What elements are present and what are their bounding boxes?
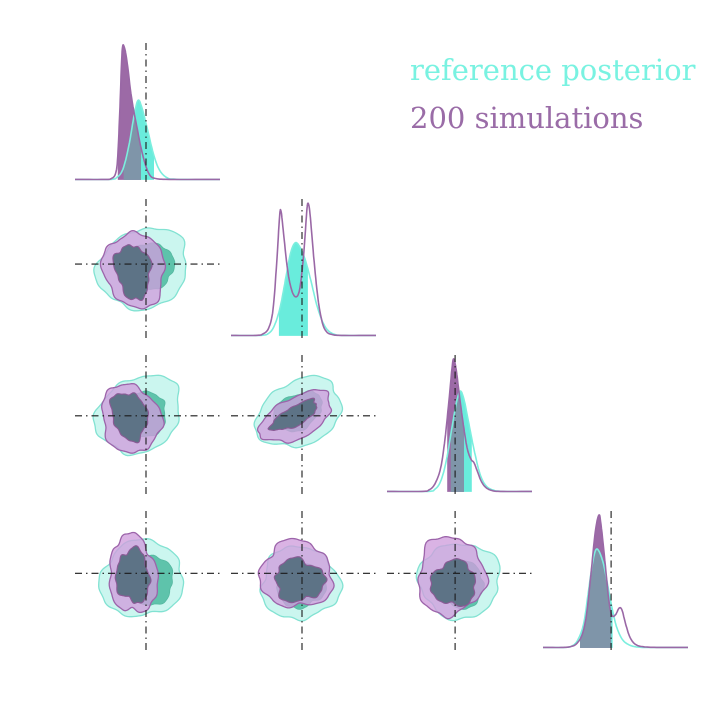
simulations-68-contour: [267, 397, 318, 431]
legend-item-reference-posterior: reference posterior: [410, 53, 696, 87]
reference-kde-curve: [231, 241, 376, 337]
simulations-kde-curve: [75, 44, 220, 181]
panel-d4-marginal: [543, 511, 688, 653]
simulations-68-contour: [114, 545, 152, 604]
legend-item-200-simulations: 200 simulations: [410, 101, 644, 135]
simulations-kde-curve: [543, 514, 688, 649]
simulations-68-contour: [273, 556, 328, 604]
reference-kde-curve: [387, 390, 532, 493]
panel-c43-contour: [387, 511, 532, 653]
reference-kde-curve: [75, 99, 220, 181]
panel-d2-marginal: [231, 199, 376, 341]
panel-c41-contour: [75, 511, 220, 653]
legend: reference posterior 200 simulations: [410, 46, 695, 142]
simulations-68-contour: [429, 558, 477, 607]
reference-kde-curve: [543, 548, 688, 649]
panel-c32-contour: [231, 355, 376, 497]
simulations-68-contour: [108, 392, 150, 444]
panel-c31-contour: [75, 355, 220, 497]
simulations-kde-curve: [231, 202, 376, 337]
overlap-fill: [123, 114, 141, 180]
overlap-fill: [580, 549, 612, 648]
panel-c21-contour: [75, 199, 220, 341]
simulations-kde-curve: [387, 358, 532, 493]
reference-credible-fill: [278, 242, 308, 336]
panel-d1-marginal: [75, 43, 220, 185]
panel-c42-contour: [231, 511, 376, 653]
panel-d3-marginal: [387, 355, 532, 497]
